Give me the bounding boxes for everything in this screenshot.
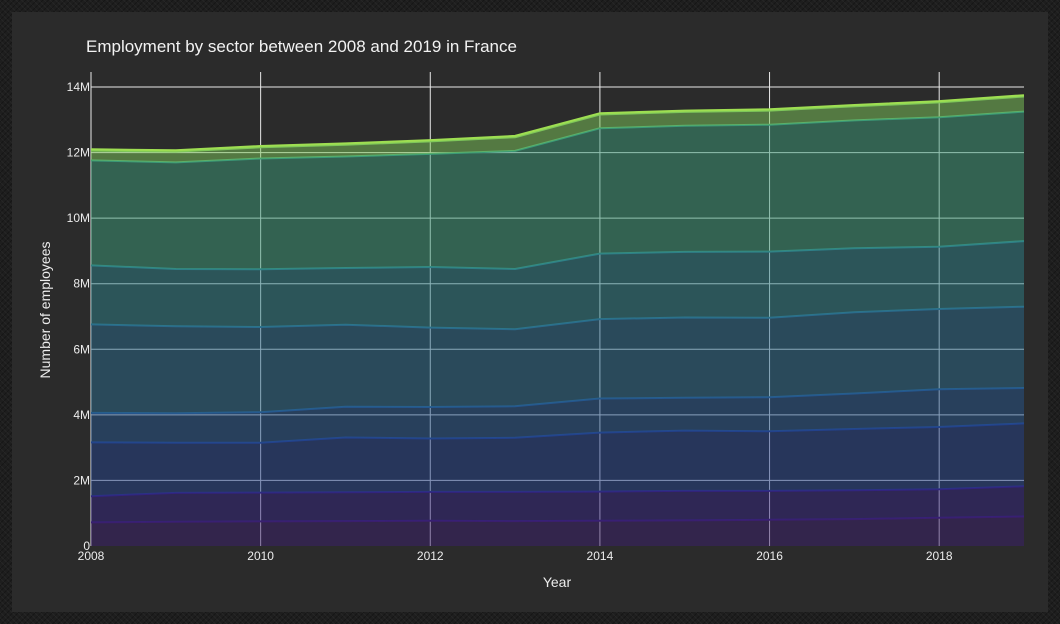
chart-title: Employment by sector between 2008 and 20… [86,37,517,56]
y-tick-label: 0 [83,539,90,553]
y-tick-label: 2M [73,473,90,487]
stacked-areas [90,94,1025,546]
y-tick-label: 6M [73,342,90,356]
area-series-7 [91,111,1024,270]
y-tick-label: 12M [67,146,90,160]
area-series-3 [91,423,1024,497]
y-tick-label: 14M [67,80,90,94]
y-axis-title: Number of employees [37,242,53,379]
area-series-6 [91,241,1024,330]
x-tick-label: 2010 [247,549,274,563]
x-axis-ticks: 2008 2010 2012 2014 2016 2018 [78,549,953,563]
area-series-2 [91,486,1024,523]
x-tick-label: 2016 [756,549,783,563]
area-series-1 [91,516,1024,546]
area-series-9 [91,95,1024,152]
y-tick-label: 10M [67,211,90,225]
x-tick-label: 2014 [587,549,614,563]
y-axis-ticks: 0 2M 4M 6M 8M 10M 12M 14M [67,80,91,553]
y-tick-label: 4M [73,408,90,422]
y-tick-label: 8M [73,277,90,291]
x-tick-label: 2008 [78,549,105,563]
x-tick-label: 2012 [417,549,444,563]
x-tick-label: 2018 [926,549,953,563]
area-series-4 [91,388,1024,443]
x-axis-title: Year [543,574,572,590]
area-series-5 [91,306,1024,414]
line-series-9 [90,94,1025,152]
